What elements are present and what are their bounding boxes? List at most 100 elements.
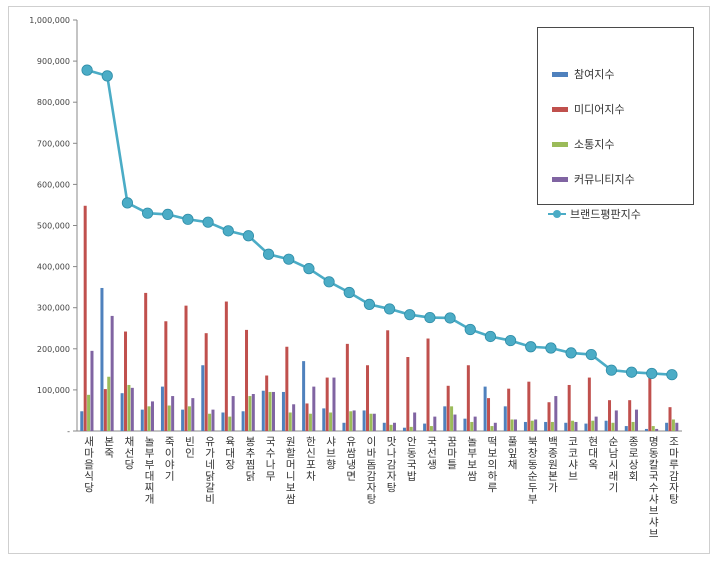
line-point xyxy=(182,213,194,225)
bar-3 xyxy=(187,406,191,431)
bar-4 xyxy=(453,414,457,431)
bar-1 xyxy=(544,421,548,431)
y-tick-label: 100,000 xyxy=(37,386,70,395)
line-point xyxy=(283,253,295,265)
bar-3 xyxy=(107,376,111,431)
line-point xyxy=(525,341,537,353)
bar-4 xyxy=(372,413,376,431)
bar-1 xyxy=(302,361,306,431)
legend-item-brand-reputation: 브랜드평판지수 xyxy=(548,206,641,222)
y-tick-label: 300,000 xyxy=(37,304,70,313)
bar-3 xyxy=(490,426,494,431)
legend-item-media: 미디어지수 xyxy=(552,101,625,117)
bar-1 xyxy=(584,423,588,431)
bar-3 xyxy=(329,412,333,431)
bar-4 xyxy=(130,387,134,431)
line-point xyxy=(303,263,315,275)
bar-1 xyxy=(624,426,628,431)
bar-1 xyxy=(181,409,185,431)
line-point xyxy=(464,323,476,336)
bar-3 xyxy=(671,419,675,431)
line-point xyxy=(444,312,456,324)
line-point xyxy=(162,208,174,221)
bar-4 xyxy=(150,401,154,431)
bar-2 xyxy=(608,400,612,431)
y-tick-label: 700,000 xyxy=(37,139,70,148)
bar-4 xyxy=(332,377,336,431)
bar-3 xyxy=(631,421,635,431)
bar-4 xyxy=(110,315,114,431)
bar-1 xyxy=(665,422,669,431)
bar-3 xyxy=(268,391,272,431)
bar-4 xyxy=(574,421,578,431)
bar-4 xyxy=(614,410,618,431)
bar-1 xyxy=(322,408,326,431)
bar-1 xyxy=(120,393,124,431)
line-point xyxy=(646,367,658,380)
line-point xyxy=(625,366,638,378)
bar-3 xyxy=(369,413,373,431)
bar-2 xyxy=(305,403,309,431)
bar-3 xyxy=(450,406,454,431)
bar-4 xyxy=(231,396,235,431)
y-tick-label: 900,000 xyxy=(37,57,70,66)
bar-1 xyxy=(80,411,84,431)
bar-2 xyxy=(124,331,128,431)
bar-1 xyxy=(402,427,406,431)
bar-1 xyxy=(423,423,427,431)
line-point xyxy=(323,276,335,288)
bar-1 xyxy=(140,409,144,431)
bar-3 xyxy=(591,420,595,431)
bar-4 xyxy=(433,416,437,431)
bar-1 xyxy=(382,422,386,431)
bar-1 xyxy=(261,390,265,431)
legend-label: 소통지수 xyxy=(574,138,615,151)
bar-2 xyxy=(103,389,107,431)
bar-2 xyxy=(406,357,410,431)
bar-3 xyxy=(208,413,212,431)
line-point xyxy=(343,286,355,299)
line-point xyxy=(484,330,497,343)
legend-line-marker xyxy=(548,209,566,219)
bar-4 xyxy=(513,419,517,431)
legend-label: 커뮤니티지수 xyxy=(574,173,635,186)
y-tick-label: 200,000 xyxy=(37,345,70,354)
bar-2 xyxy=(527,381,531,431)
legend-label: 미디어지수 xyxy=(574,103,625,116)
bar-4 xyxy=(251,394,255,431)
line-point xyxy=(81,64,93,76)
bar-1 xyxy=(160,386,164,431)
bar-4 xyxy=(594,416,598,431)
bar-3 xyxy=(127,384,131,431)
bar-3 xyxy=(167,405,171,431)
bar-3 xyxy=(530,420,534,431)
line-point xyxy=(363,298,376,311)
bar-4 xyxy=(90,350,94,431)
bar-2 xyxy=(245,329,249,431)
y-tick-label: - xyxy=(67,427,70,436)
legend-swatch xyxy=(552,106,568,112)
bar-3 xyxy=(470,421,474,431)
line-point xyxy=(202,216,214,228)
legend-item-participation: 참여지수 xyxy=(552,66,614,82)
bar-3 xyxy=(550,421,554,431)
line-point xyxy=(242,230,255,242)
bar-3 xyxy=(651,426,655,431)
bar-1 xyxy=(443,406,447,431)
chart-legend: 참여지수 미디어지수 소통지수 커뮤니티지수 브랜드평판지수 xyxy=(537,27,694,221)
line-point xyxy=(565,347,577,359)
bar-2 xyxy=(668,407,672,431)
line-point xyxy=(383,303,396,315)
